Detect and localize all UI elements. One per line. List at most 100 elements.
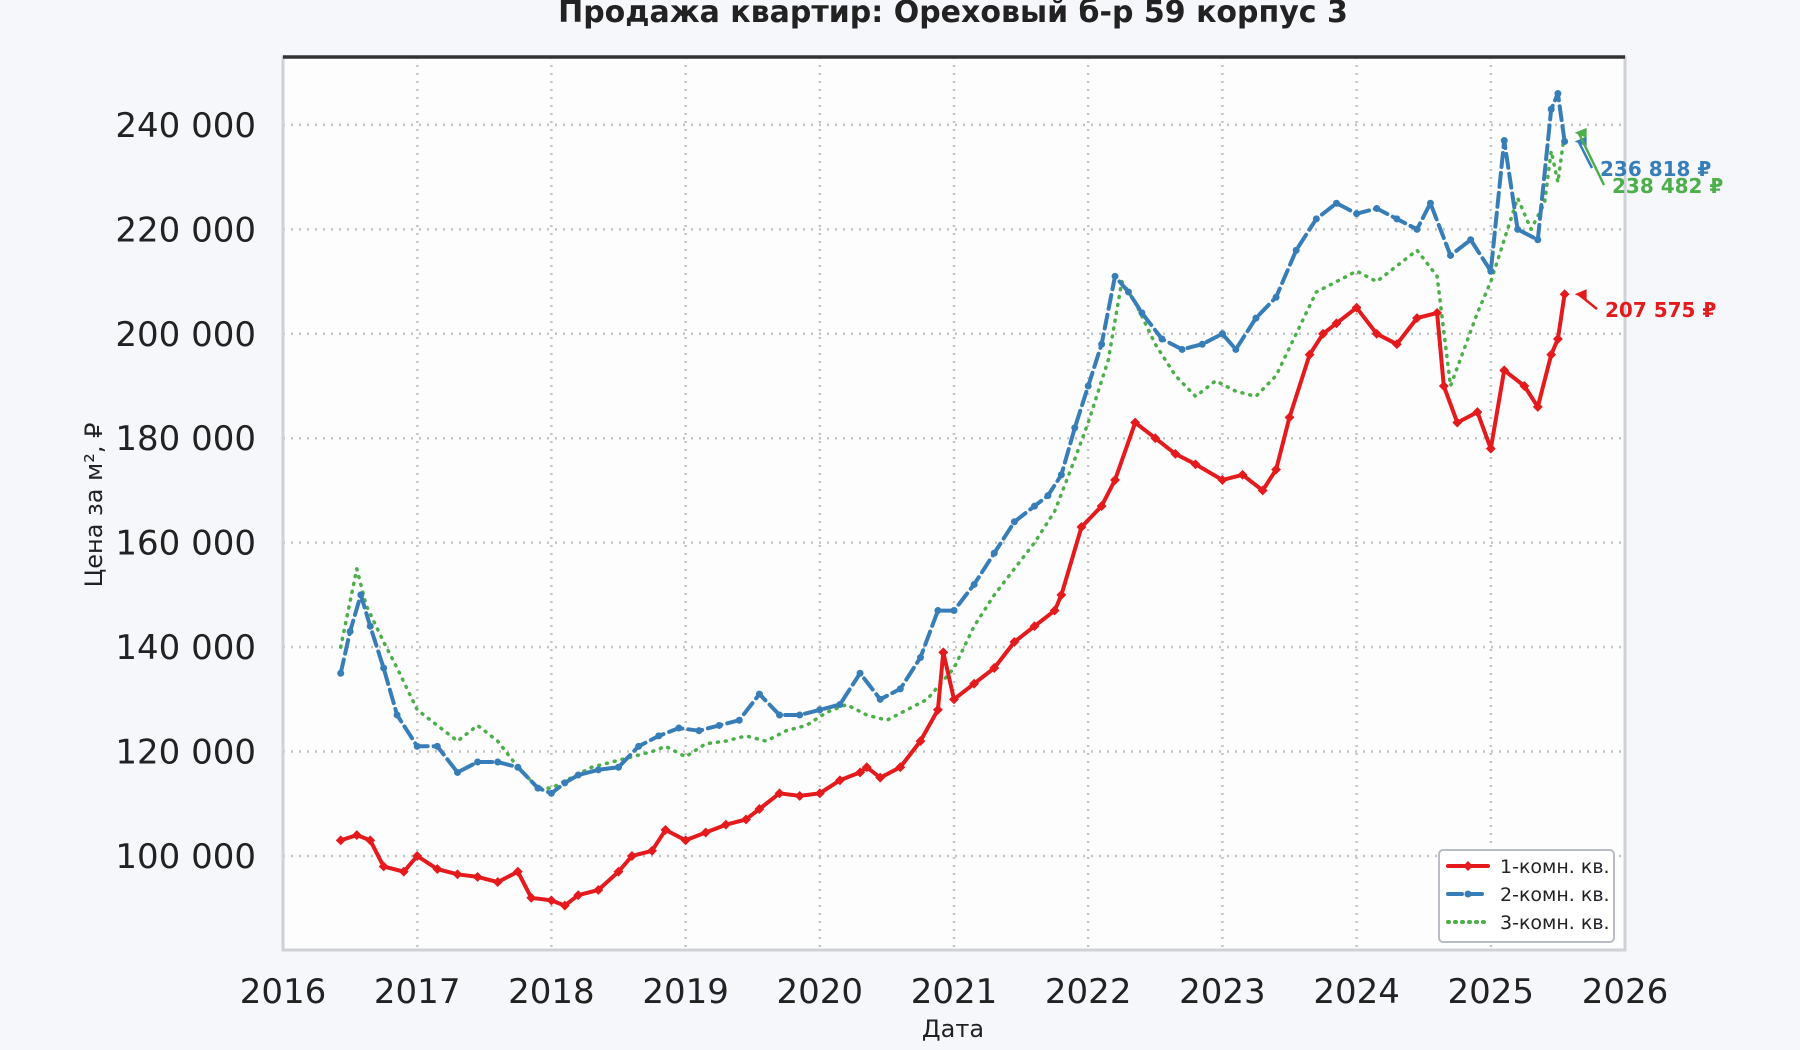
data-point	[916, 654, 924, 662]
data-point	[1426, 199, 1434, 207]
data-point	[932, 704, 943, 715]
data-point	[836, 701, 844, 709]
data-point	[776, 711, 784, 719]
data-point	[1009, 636, 1020, 647]
data-point	[1111, 272, 1119, 280]
data-point	[1158, 335, 1166, 343]
end-label-arrow	[1577, 132, 1606, 186]
x-tick-label: 2025	[1448, 972, 1535, 1012]
data-point	[938, 647, 949, 658]
legend: 1-комн. кв. 2-комн. кв. 3-комн. кв.	[1438, 849, 1615, 943]
data-point	[896, 685, 904, 693]
data-point	[741, 814, 751, 825]
data-point	[1318, 328, 1328, 339]
end-label-arrow	[1577, 140, 1594, 169]
data-point	[1044, 492, 1052, 500]
data-point	[626, 851, 637, 861]
data-point	[514, 763, 522, 771]
data-point	[393, 711, 401, 719]
end-value-label: 238 482 ₽	[1612, 174, 1723, 198]
data-point	[1559, 289, 1570, 300]
data-point	[635, 742, 643, 750]
data-point	[1124, 288, 1132, 296]
data-point	[1284, 412, 1295, 423]
data-point	[413, 742, 421, 750]
data-point	[1500, 137, 1508, 145]
x-tick-label: 2022	[1045, 972, 1132, 1012]
data-point	[680, 835, 691, 846]
data-point	[1232, 345, 1240, 353]
data-point	[950, 607, 958, 615]
data-point	[615, 763, 622, 771]
data-point	[1552, 334, 1563, 344]
data-point	[774, 788, 785, 799]
data-point	[366, 622, 374, 630]
data-point	[474, 758, 482, 766]
data-point	[346, 627, 354, 635]
data-point	[1057, 471, 1065, 479]
data-point	[1467, 236, 1475, 244]
data-point	[1351, 302, 1362, 313]
data-point	[1029, 621, 1040, 632]
data-point	[1547, 105, 1555, 113]
y-tick-label: 200 000	[115, 315, 256, 355]
data-point	[934, 607, 942, 615]
data-point	[876, 695, 884, 703]
data-point	[1218, 330, 1226, 338]
data-point	[337, 669, 345, 677]
data-point	[755, 690, 763, 698]
data-point	[735, 716, 743, 724]
end-label-arrowhead	[1574, 289, 1587, 300]
data-point	[432, 864, 443, 875]
data-point	[1452, 417, 1463, 428]
data-point	[1098, 340, 1106, 348]
data-point	[1031, 502, 1039, 510]
data-point	[547, 789, 555, 797]
legend-label: 1-комн. кв.	[1500, 856, 1610, 878]
data-point	[1076, 522, 1087, 532]
data-point	[357, 591, 365, 599]
y-tick-label: 220 000	[115, 210, 256, 250]
data-point	[1178, 345, 1186, 353]
data-point	[655, 732, 663, 740]
legend-label: 2-комн. кв.	[1500, 884, 1610, 906]
y-tick-label: 140 000	[115, 628, 256, 668]
data-point	[969, 678, 980, 689]
data-point	[1391, 339, 1402, 350]
y-tick-label: 240 000	[115, 106, 256, 146]
data-point	[754, 804, 765, 814]
data-point	[1554, 90, 1562, 98]
data-point	[1056, 589, 1067, 600]
data-point	[1438, 381, 1449, 391]
legend-label: 3-комн. кв.	[1500, 912, 1610, 934]
data-point	[1110, 475, 1120, 485]
data-point	[1257, 485, 1268, 496]
data-point	[855, 767, 866, 778]
data-point	[512, 866, 523, 877]
x-tick-label: 2016	[240, 972, 327, 1012]
data-point	[949, 694, 959, 705]
data-point	[433, 742, 441, 750]
data-point	[574, 771, 582, 779]
data-point	[335, 835, 346, 846]
data-point	[1071, 424, 1079, 432]
data-point	[814, 788, 825, 799]
chart-title: Продажа квартир: Ореховый б-р 59 корпус …	[558, 0, 1348, 30]
data-point	[593, 884, 604, 895]
data-point	[613, 866, 624, 877]
data-point	[561, 779, 569, 787]
y-axis-label: Цена за м², ₽	[80, 423, 108, 588]
data-point	[1138, 309, 1146, 317]
data-point	[492, 877, 503, 888]
data-point	[365, 835, 376, 846]
data-point	[1353, 210, 1361, 218]
data-point	[1472, 407, 1483, 418]
data-point	[1312, 215, 1320, 223]
x-tick-label: 2021	[911, 972, 998, 1012]
y-tick-label: 180 000	[115, 419, 256, 459]
data-point	[1393, 215, 1401, 223]
data-point	[1412, 313, 1422, 324]
data-point	[1561, 138, 1569, 146]
data-point	[472, 871, 483, 882]
